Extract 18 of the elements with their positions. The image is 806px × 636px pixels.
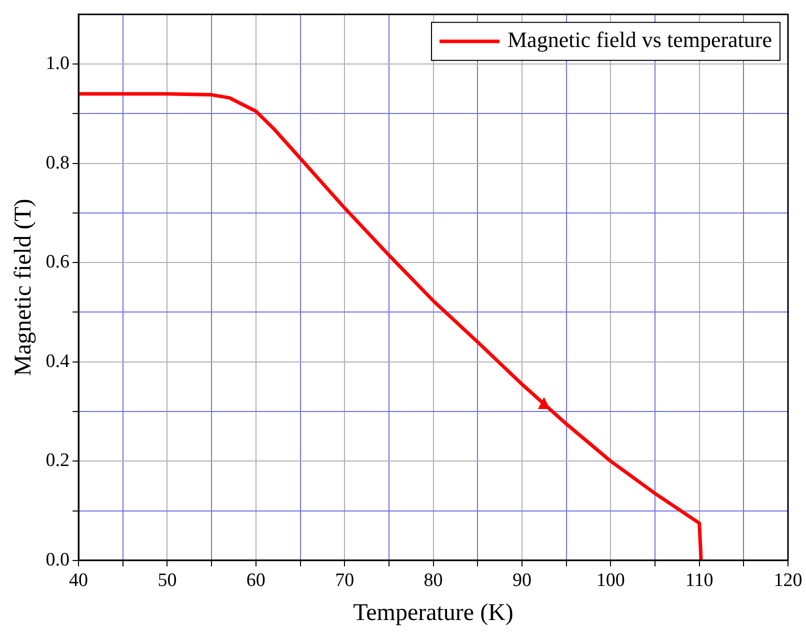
y-tick-label: 0.0 [46,549,70,570]
x-tick-label: 50 [158,570,177,591]
x-axis-title: Temperature (K) [353,600,514,626]
x-tick-label: 120 [774,570,802,591]
y-tick-label: 0.2 [46,450,70,472]
x-tick-label: 90 [512,570,532,591]
legend-label: Magnetic field vs temperature [507,27,772,52]
x-tick-label: 80 [424,570,443,591]
y-tick-label: 0.4 [46,350,70,372]
x-tick-label: 110 [685,570,714,591]
y-tick-label: 0.8 [46,152,70,174]
y-tick-label: 0.6 [46,252,70,273]
y-tick-label: 1.0 [46,53,70,74]
x-tick-label: 40 [69,570,88,591]
x-tick-label: 100 [596,570,625,591]
y-axis-title: Magnetic field (T) [10,198,37,376]
x-tick-label: 60 [246,570,266,591]
x-tick-label: 70 [335,570,354,591]
